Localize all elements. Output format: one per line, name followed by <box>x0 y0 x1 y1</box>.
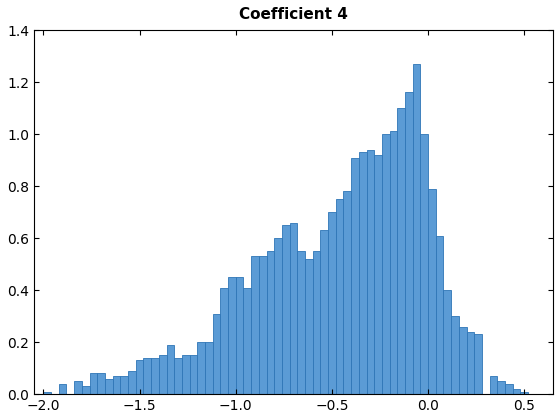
Bar <box>505 384 512 394</box>
Bar <box>44 391 51 394</box>
Bar <box>120 376 128 394</box>
Bar <box>351 158 359 394</box>
Bar <box>444 290 451 394</box>
Bar <box>428 189 436 394</box>
Bar <box>128 371 136 394</box>
Bar <box>436 236 444 394</box>
Bar <box>244 288 251 394</box>
Bar <box>405 92 413 394</box>
Bar <box>82 386 90 394</box>
Bar <box>459 327 466 394</box>
Title: Coefficient 4: Coefficient 4 <box>239 7 348 22</box>
Bar <box>382 134 390 394</box>
Bar <box>205 342 213 394</box>
Bar <box>413 64 421 394</box>
Bar <box>267 251 274 394</box>
Bar <box>220 288 228 394</box>
Bar <box>359 152 366 394</box>
Bar <box>166 345 174 394</box>
Bar <box>197 342 205 394</box>
Bar <box>228 277 236 394</box>
Bar <box>366 150 374 394</box>
Bar <box>190 355 197 394</box>
Bar <box>213 314 220 394</box>
Bar <box>90 373 97 394</box>
Bar <box>312 251 320 394</box>
Bar <box>182 355 190 394</box>
Bar <box>151 358 159 394</box>
Bar <box>520 391 528 394</box>
Bar <box>320 230 328 394</box>
Bar <box>343 192 351 394</box>
Bar <box>497 381 505 394</box>
Bar <box>297 251 305 394</box>
Bar <box>489 376 497 394</box>
Bar <box>282 225 290 394</box>
Bar <box>474 334 482 394</box>
Bar <box>236 277 244 394</box>
Bar <box>397 108 405 394</box>
Bar <box>105 378 113 394</box>
Bar <box>466 332 474 394</box>
Bar <box>59 384 67 394</box>
Bar <box>143 358 151 394</box>
Bar <box>113 376 120 394</box>
Bar <box>390 131 397 394</box>
Bar <box>274 238 282 394</box>
Bar <box>328 212 336 394</box>
Bar <box>174 358 182 394</box>
Bar <box>97 373 105 394</box>
Bar <box>451 316 459 394</box>
Bar <box>74 381 82 394</box>
Bar <box>290 223 297 394</box>
Bar <box>159 355 166 394</box>
Bar <box>512 389 520 394</box>
Bar <box>136 360 143 394</box>
Bar <box>421 134 428 394</box>
Bar <box>251 256 259 394</box>
Bar <box>374 155 382 394</box>
Bar <box>336 199 343 394</box>
Bar <box>259 256 267 394</box>
Bar <box>305 259 312 394</box>
